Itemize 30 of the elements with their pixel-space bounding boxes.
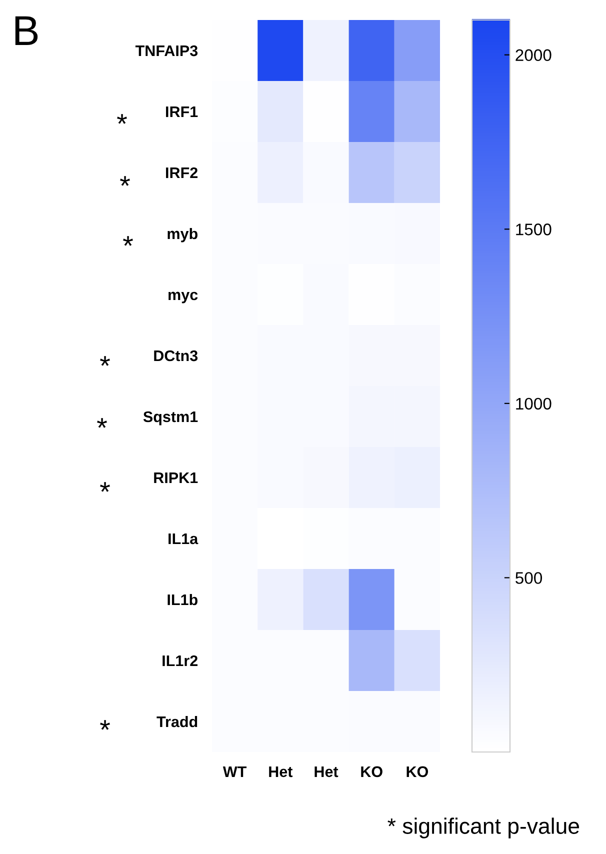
y-tick-label: TNFAIP3	[135, 45, 198, 56]
color-bar-label: 2000	[516, 49, 552, 62]
y-tick-label: IRF2	[166, 167, 198, 178]
y-tick-label: myb	[168, 228, 198, 242]
color-bar-label: 1500	[516, 224, 552, 236]
y-tick-label: DCtn3	[154, 350, 198, 362]
y-tick-label: IL1b	[168, 594, 198, 606]
x-tick-label: KO	[361, 766, 382, 778]
y-tick-label: IRF1	[166, 106, 198, 118]
text: *	[123, 236, 133, 246]
text: *	[120, 176, 130, 186]
text: *	[100, 720, 110, 730]
y-tick-label: RIPK1	[154, 472, 198, 484]
chart-title: B	[15, 16, 38, 45]
y-tick-label: Tradd	[156, 716, 198, 728]
y-tick-label: myc	[168, 292, 198, 304]
x-tick-label: Het	[269, 766, 293, 778]
text: *	[97, 418, 107, 428]
y-tick-label: Sqstm1	[143, 411, 198, 426]
y-tick-label: IL1a	[168, 534, 198, 544]
x-tick-label: WT	[222, 766, 247, 777]
text: *	[117, 114, 127, 124]
text: * significant p-value	[388, 818, 580, 838]
text: *	[100, 356, 110, 366]
y-tick-label: IL1r2	[162, 655, 198, 666]
color-bar-label: 500	[516, 572, 542, 584]
color-bar-label: 1000	[516, 398, 552, 410]
x-tick-label: KO	[406, 766, 428, 778]
text: *	[100, 482, 110, 492]
x-tick-label: Het	[314, 766, 338, 778]
